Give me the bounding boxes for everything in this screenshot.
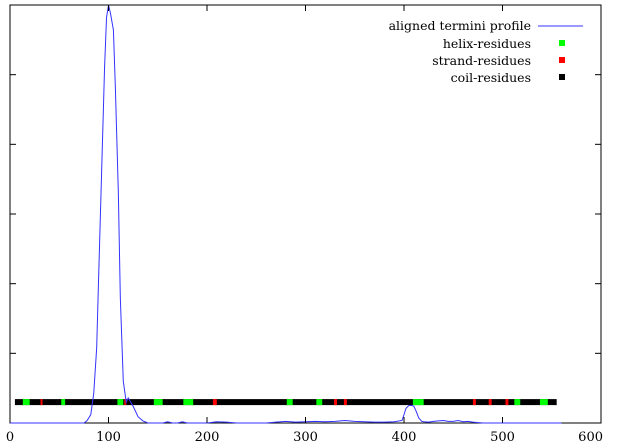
helix-residues-segment [22,399,30,406]
x-tick-label: 400 [392,430,417,445]
helix-residues-segment [316,399,323,406]
profile-line [10,4,562,424]
helix-residues-segment [514,399,521,406]
strand-residues-segment [124,399,127,406]
strand-residues-segment [505,399,509,406]
legend-label-helix: helix-residues [443,36,531,51]
helix-residues-segment [183,399,194,406]
helix-residues-segment [117,399,124,406]
strand-residues-segment [488,399,492,406]
strand-residues-segment [472,399,476,406]
x-tick-label: 0 [6,430,14,445]
x-tick-label: 100 [96,430,121,445]
legend: aligned termini profile helix-residues s… [389,18,583,85]
profile-line-group [10,4,562,424]
x-tick-label: 200 [195,430,220,445]
residue-bar [14,399,557,406]
legend-swatch-strand [559,57,565,63]
legend-swatch-helix [559,40,565,46]
helix-residues-segment [412,399,424,406]
legend-label-coil: coil-residues [451,70,531,85]
strand-residues-segment [334,399,338,406]
x-tick-label: 300 [293,430,318,445]
strand-residues-segment [40,399,43,406]
legend-label-profile: aligned termini profile [389,18,531,33]
helix-residues-segment [539,399,548,406]
x-tick-label: 500 [490,430,515,445]
strand-residues-segment [343,399,347,406]
helix-residues-segment [153,399,163,406]
helix-residues-segment [61,399,66,406]
axis-ticks [9,5,602,423]
x-tick-label: 600 [578,430,603,445]
coil-residues-segment [14,399,557,406]
helix-residues-segment [286,399,293,406]
legend-swatch-coil [559,74,565,80]
legend-label-strand: strand-residues [432,53,531,68]
strand-residues-segment [212,399,217,406]
x-tick-labels: 0 100 200 300 400 500 600 [6,430,603,445]
